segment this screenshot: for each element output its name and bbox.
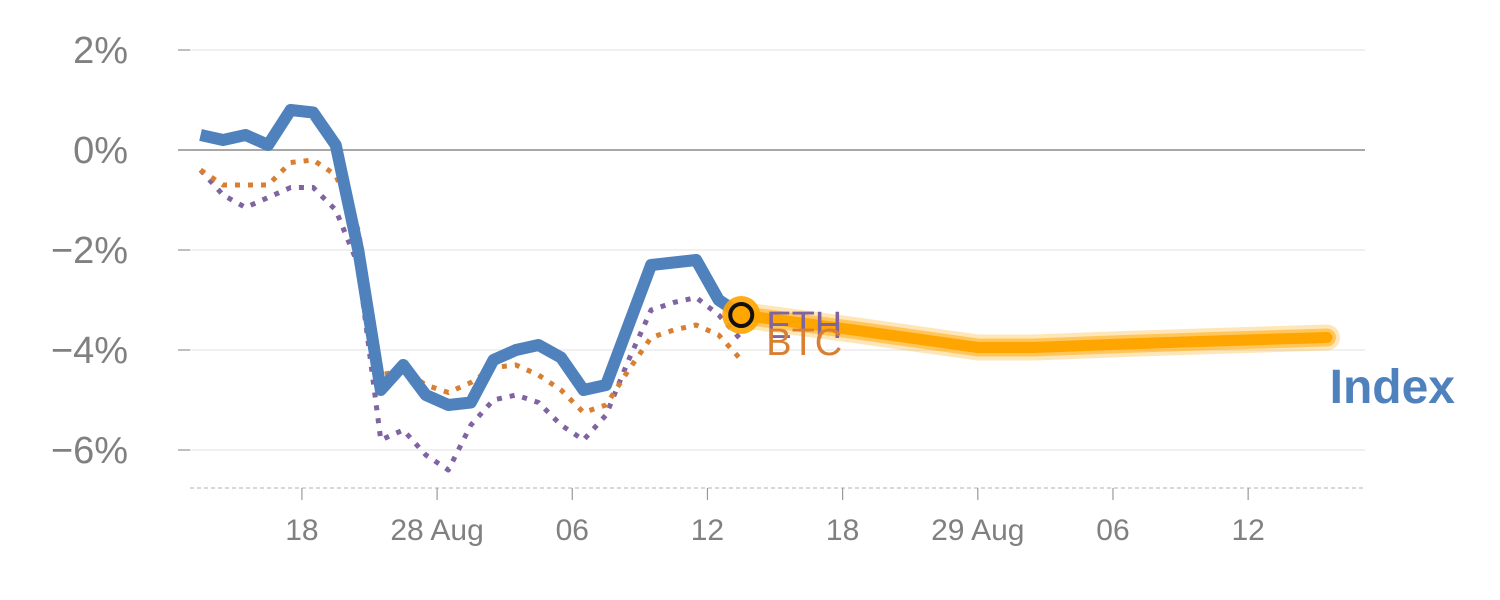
x-tick-label: 18 <box>826 514 859 547</box>
y-tick-label: 2% <box>73 30 128 72</box>
marker-dot <box>728 302 755 328</box>
x-tick-label: 12 <box>1231 514 1264 547</box>
y-tick-label: −6% <box>51 430 128 472</box>
series-group <box>198 104 1340 473</box>
y-tick-label: −2% <box>51 230 128 272</box>
x-tick-label: 18 <box>285 514 318 547</box>
x-tick-label: 06 <box>556 514 589 547</box>
x-tick-label: 28 Aug <box>390 514 483 547</box>
x-tick-label: 12 <box>691 514 724 547</box>
y-axis: 2% 0% −2% −4% −6% <box>51 30 190 472</box>
y-tick-label: 0% <box>73 130 128 172</box>
label-index: Index <box>1330 361 1456 414</box>
marker-group <box>722 296 761 334</box>
forecast-line <box>735 309 1333 353</box>
y-tick-label: −4% <box>51 330 128 372</box>
x-tick-label: 06 <box>1096 514 1129 547</box>
btc-series-line <box>199 157 744 415</box>
eth-series-line <box>198 168 744 473</box>
x-tick-label: 29 Aug <box>931 514 1024 547</box>
label-btc: BTC <box>766 322 842 364</box>
index-series-line <box>199 104 745 411</box>
label-eth: ETH <box>766 305 842 347</box>
x-axis: 18 28 Aug 06 12 18 29 Aug 06 12 <box>190 487 1365 547</box>
